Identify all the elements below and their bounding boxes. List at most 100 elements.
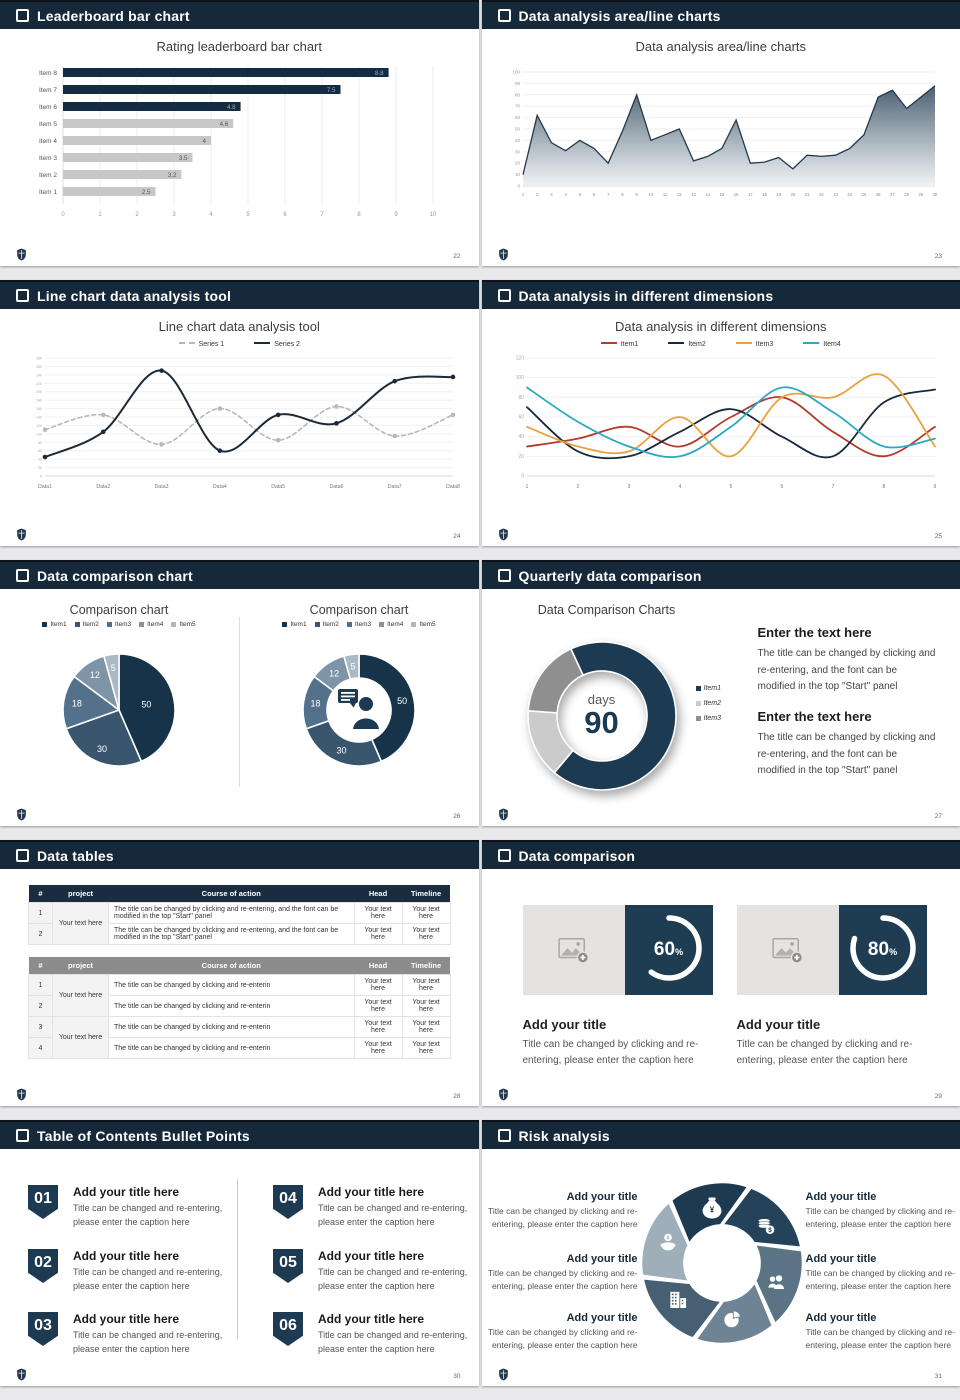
svg-text:90: 90 [515,81,521,86]
legend-item: Item2 [695,700,721,707]
slide-area-line-charts: Data analysis area/line charts Data anal… [481,0,960,266]
svg-text:7: 7 [607,192,610,197]
slide-data-tables: Data tables # project Course of action H… [0,840,479,1106]
risk-caption: Title can be changed by clicking and re-… [488,1206,638,1229]
risk-title: Add your title [805,1312,877,1324]
svg-text:Item 1: Item 1 [39,189,57,196]
svg-text:3.2: 3.2 [168,172,177,179]
svg-text:5: 5 [351,661,356,671]
svg-text:10: 10 [430,212,437,218]
legend-item: Item2 [668,341,706,348]
image-placeholder-icon [557,936,591,964]
table-row: 3 Your text here The title can be change… [28,1016,451,1059]
divider [237,1179,238,1339]
svg-text:240: 240 [36,373,42,377]
legend-item: Item5 [171,621,196,628]
svg-text:80: 80 [38,441,42,445]
toc-caption: Title can be changed and re-entering, pl… [73,1267,223,1291]
legend-item: Item3 [695,715,721,722]
page-number: 28 [453,1093,461,1100]
toc-title: Add your title here [318,1185,425,1199]
svg-text:60: 60 [38,449,42,453]
slide-header-title: Data comparison [518,847,636,864]
image-placeholder-icon [771,936,805,964]
money-bag-icon: ¥ [702,1197,721,1219]
page-number: 22 [453,253,461,260]
slide-line-chart-tool: Line chart data analysis tool Line chart… [0,280,479,546]
university-crest-icon [498,808,509,821]
university-crest-icon [498,1088,509,1101]
svg-text:0: 0 [62,212,66,218]
checkbox-icon [497,1129,511,1142]
checkbox-icon [497,289,511,302]
item5-swatch-icon [171,621,177,627]
donut-panel: Comparison chart Item1 Item2 Item3 Item4… [240,589,478,784]
svg-text:12: 12 [329,669,339,679]
svg-text:80: 80 [518,395,524,401]
chart-legend: Item1 Item2 Item3 Item4 Item5 [0,621,238,628]
chart-legend: Item1 Item2 Item3 [695,685,721,730]
chart-legend: Series 1 Series 2 [0,341,479,348]
university-crest-icon [498,1368,509,1381]
page-number: 23 [934,253,942,260]
svg-text:4: 4 [203,138,207,145]
slide-header-title: Table of Contents Bullet Points [37,1127,250,1144]
comparison-card: 80% [736,905,927,995]
svg-text:20: 20 [790,192,795,197]
slide-header: Data comparison [481,840,960,869]
legend-item: Item3 [346,621,371,628]
toc-caption: Title can be changed and re-entering, pl… [73,1203,223,1227]
item3-swatch-icon [106,621,112,627]
risk-title: Add your title [566,1191,638,1203]
svg-text:6: 6 [593,192,596,197]
svg-text:50: 50 [141,699,151,709]
toc-caption: Title can be changed and re-entering, pl… [73,1330,223,1354]
svg-text:20: 20 [515,161,521,166]
progress-box: 60% [624,905,713,995]
checkbox-icon [497,849,511,862]
svg-text:26: 26 [876,192,881,197]
toc-item: 06 Add your title here Title can be chang… [273,1312,478,1356]
toc-title: Add your title here [318,1312,425,1326]
svg-text:7.5: 7.5 [327,87,336,94]
divider [239,617,240,787]
svg-text:¥: ¥ [666,1236,669,1242]
slide-header-title: Data tables [37,847,114,864]
svg-text:40: 40 [38,458,42,462]
column-header: Course of action [108,885,354,903]
column-header: Timeline [402,885,450,903]
slide-header-title: Quarterly data comparison [518,567,702,584]
svg-text:60: 60 [518,415,524,421]
svg-text:2.5: 2.5 [142,189,151,196]
svg-text:17: 17 [748,192,753,197]
pinwheel-diagram: ¥ $ ¥ [634,1175,810,1351]
svg-text:2: 2 [136,212,140,218]
number-badge: 04 [273,1185,303,1219]
svg-text:100: 100 [515,375,524,381]
toc-item: 03 Add your title here Title can be chang… [28,1312,233,1356]
university-crest-icon [498,528,509,541]
risk-title: Add your title [566,1253,638,1265]
item4-swatch-icon [139,621,145,627]
svg-text:8: 8 [621,192,624,197]
checkbox-icon [497,569,511,582]
risk-caption: Title can be changed by clicking and re-… [488,1327,638,1350]
slide-header-title: Data analysis in different dimensions [518,287,774,304]
slide-header: Data tables [0,840,479,869]
svg-text:Data1: Data1 [38,484,52,490]
svg-text:Data6: Data6 [330,484,344,490]
slide-data-comparison-cards: Data comparison 60% Add your title Title… [481,840,960,1106]
donut-chart [514,627,690,803]
slide-header: Data analysis in different dimensions [481,280,960,309]
bar-chart: 0 1 2 3 4 5 6 7 8 9 10 Item 8 8.8 Item 7 7.5 Item 6 4.8 I… [13,58,465,242]
svg-text:9: 9 [395,212,399,218]
svg-text:0: 0 [521,474,524,480]
slide-header: Table of Contents Bullet Points [0,1120,479,1149]
checkbox-icon [497,9,511,22]
university-crest-icon [16,808,27,821]
toc-caption: Title can be changed and re-entering, pl… [318,1330,468,1354]
checkbox-icon [16,569,29,582]
svg-text:10: 10 [515,172,521,177]
svg-text:1: 1 [522,192,525,197]
